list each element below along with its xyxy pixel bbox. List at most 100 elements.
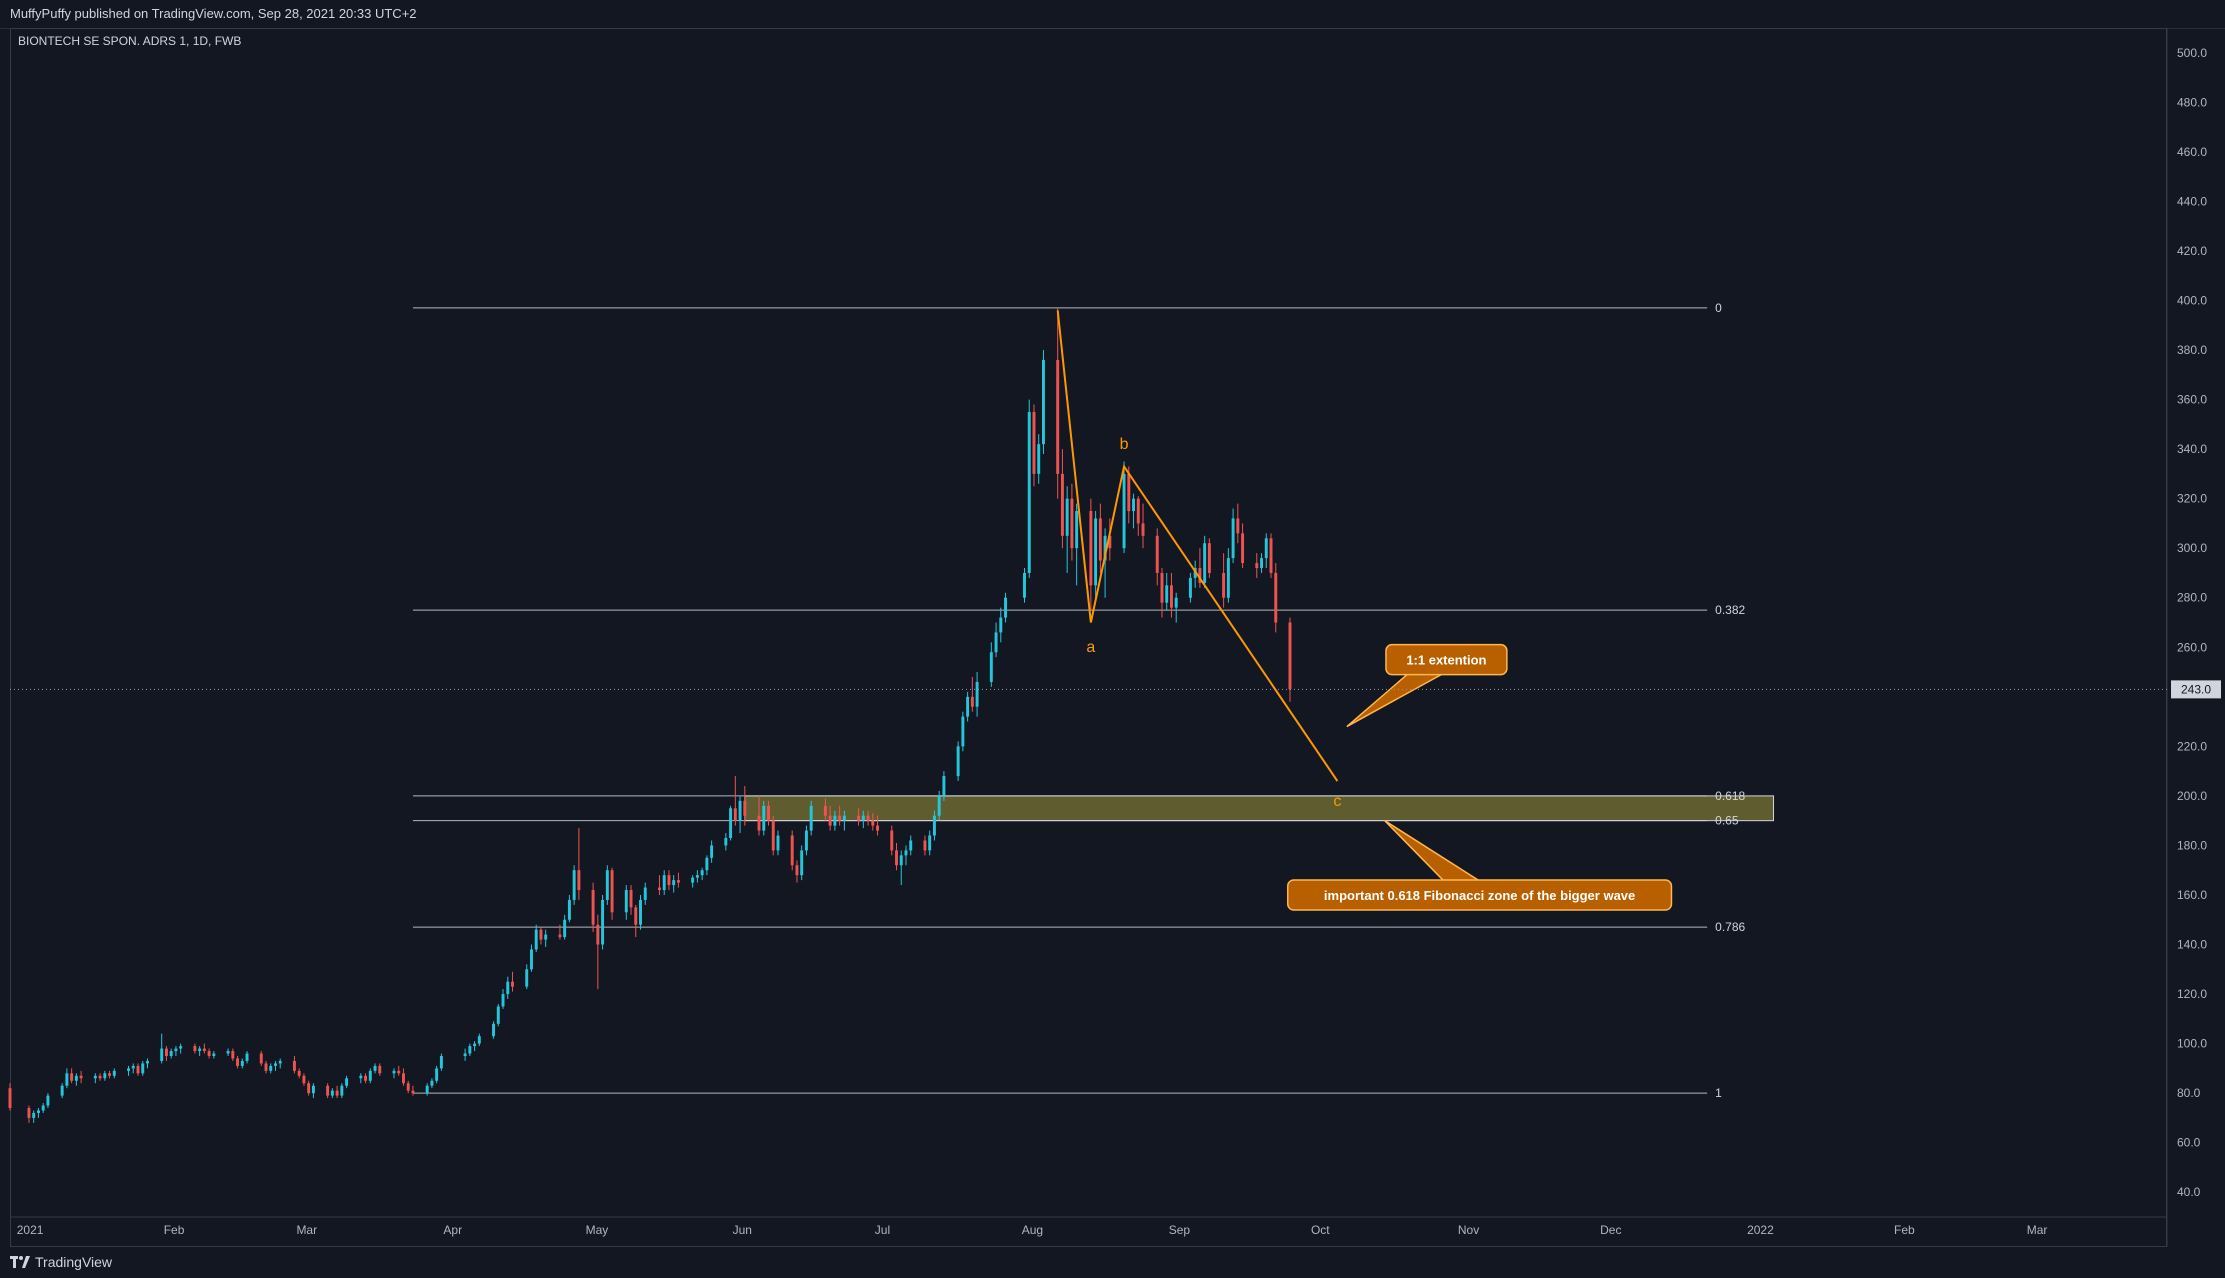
candle-body bbox=[60, 1085, 64, 1096]
candle-body bbox=[762, 805, 766, 831]
fib-level-label: 0.618 bbox=[1715, 789, 1745, 803]
candle-body bbox=[36, 1110, 40, 1113]
candle-body bbox=[1203, 543, 1207, 583]
candle-body bbox=[591, 890, 595, 925]
candle-body bbox=[771, 820, 775, 851]
candle-body bbox=[378, 1065, 382, 1074]
callout-box[interactable] bbox=[1385, 643, 1508, 676]
price-tick-label: 260.0 bbox=[2177, 640, 2207, 654]
abc-wave-line[interactable] bbox=[1056, 310, 1339, 782]
fibonacci-zone-box[interactable] bbox=[744, 795, 1775, 822]
candle-body bbox=[1041, 359, 1045, 445]
candle-body bbox=[136, 1065, 140, 1074]
price-tick-label: 120.0 bbox=[2177, 987, 2207, 1001]
candle-body bbox=[98, 1075, 102, 1079]
candle-body bbox=[729, 808, 733, 839]
price-tick-label: 300.0 bbox=[2177, 541, 2207, 555]
candle-body bbox=[174, 1048, 178, 1052]
candle-body bbox=[511, 981, 514, 987]
candle-body bbox=[164, 1048, 168, 1056]
candle-body bbox=[32, 1112, 36, 1118]
price-tick-label: 180.0 bbox=[2177, 838, 2207, 852]
candle-body bbox=[866, 815, 870, 821]
candle-body bbox=[932, 815, 936, 836]
candle-body bbox=[989, 652, 993, 682]
price-tick-label: 320.0 bbox=[2177, 492, 2207, 506]
candle-body bbox=[610, 870, 614, 913]
time-tick-label: Nov bbox=[1458, 1223, 1479, 1237]
price-tick-label: 80.0 bbox=[2177, 1086, 2201, 1100]
candle-body bbox=[1103, 535, 1107, 561]
wave-annotation[interactable]: a b c bbox=[1056, 310, 1342, 810]
candle-body bbox=[141, 1063, 145, 1074]
candle-body bbox=[534, 929, 538, 950]
candle-body bbox=[695, 875, 699, 878]
tradingview-logo-icon bbox=[10, 1256, 30, 1268]
callout-box[interactable] bbox=[1287, 879, 1673, 911]
candle-body bbox=[202, 1048, 206, 1052]
candle-body bbox=[231, 1051, 235, 1059]
price-tick-label: 220.0 bbox=[2177, 739, 2207, 753]
candle-body bbox=[1255, 563, 1259, 569]
candle-body bbox=[274, 1063, 277, 1066]
candle-body bbox=[79, 1075, 83, 1079]
candle-body bbox=[108, 1073, 112, 1076]
candle-body bbox=[240, 1060, 244, 1066]
candle-body bbox=[278, 1060, 282, 1064]
candle-body bbox=[743, 800, 747, 816]
candle-body bbox=[330, 1090, 334, 1096]
candle-body bbox=[297, 1070, 301, 1076]
candle-body bbox=[207, 1051, 211, 1056]
candle-body bbox=[392, 1070, 396, 1074]
fibonacci-retracement[interactable]: 0 0.382 0.618 0.65 0.786 1 bbox=[412, 301, 1775, 1100]
candle-body bbox=[1207, 543, 1211, 573]
candle-body bbox=[65, 1073, 69, 1086]
candle-body bbox=[406, 1083, 410, 1091]
candle-body bbox=[1155, 535, 1159, 573]
candle-body bbox=[828, 815, 832, 826]
candle-body bbox=[146, 1060, 149, 1064]
candle-body bbox=[430, 1080, 434, 1086]
candle-body bbox=[923, 840, 927, 851]
time-tick-label: Dec bbox=[1600, 1223, 1621, 1237]
fib-level-label: 0 bbox=[1715, 301, 1722, 315]
candle-body bbox=[198, 1048, 202, 1052]
candle-body bbox=[1241, 533, 1245, 564]
candle-body bbox=[492, 1023, 496, 1037]
tradingview-logo[interactable]: TradingView bbox=[10, 1254, 112, 1270]
candle-body bbox=[809, 805, 813, 831]
callout-text: important 0.618 Fibonacci zone of the bi… bbox=[1324, 888, 1635, 903]
candle-body bbox=[364, 1075, 368, 1081]
publish-info: MuffyPuffy published on TradingView.com,… bbox=[10, 6, 417, 21]
candle-body bbox=[307, 1083, 311, 1094]
time-tick-label: Jun bbox=[733, 1223, 752, 1237]
candle-body bbox=[970, 696, 974, 707]
candle-body bbox=[1188, 577, 1192, 598]
time-axis[interactable]: 2021 Feb Mar Apr May Jun Jul Aug Sep Oct Nov Dec 202… bbox=[17, 1223, 2048, 1237]
price-tick-label: 60.0 bbox=[2177, 1136, 2201, 1150]
candle-body bbox=[1288, 622, 1292, 690]
fib-level-label: 0.786 bbox=[1715, 920, 1745, 934]
time-tick-label: Apr bbox=[443, 1223, 462, 1237]
fib-level-label: 0.382 bbox=[1715, 603, 1745, 617]
candle-body bbox=[1037, 444, 1041, 474]
wave-label: c bbox=[1333, 793, 1341, 810]
price-tick-label: 360.0 bbox=[2177, 393, 2207, 407]
time-tick-label: Jul bbox=[875, 1223, 890, 1237]
candle-body bbox=[1060, 473, 1064, 536]
candle-body bbox=[1264, 538, 1268, 559]
price-axis[interactable]: 500.0 480.0 460.0 440.0 420.0 400.0 380.0 360.0… bbox=[2177, 46, 2207, 1199]
candle-body bbox=[1070, 498, 1074, 549]
candle-body bbox=[710, 845, 714, 858]
candle-body bbox=[1065, 498, 1069, 536]
candle-body bbox=[269, 1065, 273, 1071]
candle-body bbox=[259, 1053, 263, 1064]
candle-body bbox=[245, 1053, 249, 1061]
price-tick-label: 40.0 bbox=[2177, 1185, 2201, 1199]
candle-body bbox=[705, 857, 709, 871]
candle-body bbox=[790, 835, 794, 866]
candle-body bbox=[1089, 511, 1093, 586]
fib-level-label: 1 bbox=[1715, 1086, 1722, 1100]
callouts-layer[interactable]: 1:1 extention important 0.618 Fibonacci z… bbox=[1287, 643, 1673, 911]
